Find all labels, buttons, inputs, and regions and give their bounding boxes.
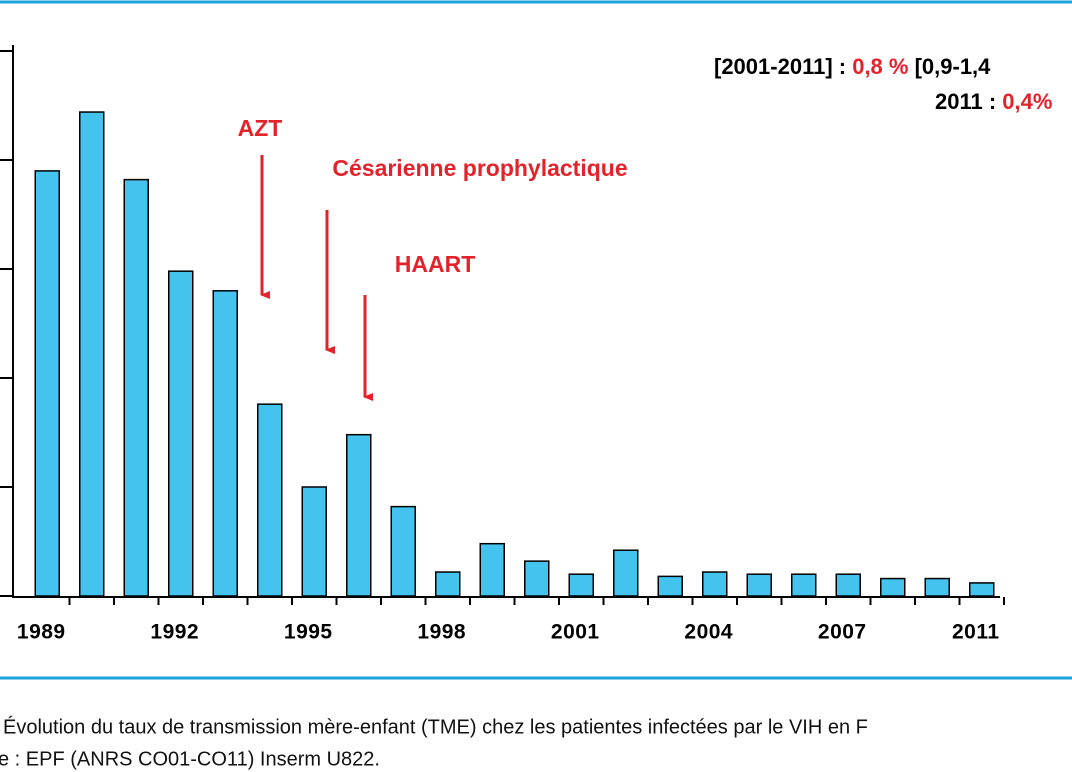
x-tick-label: 1995	[284, 621, 333, 644]
x-tick-label: 2001	[551, 621, 600, 644]
bar	[791, 573, 817, 597]
caption: Évolution du taux de transmission mère-e…	[3, 715, 868, 738]
bar	[301, 486, 327, 597]
summary-text: [0,9-1,4	[908, 54, 991, 79]
x-tick-label: 2011	[952, 621, 1000, 644]
bar	[702, 571, 728, 597]
summary-line: 2011 : 0,4%	[935, 89, 1052, 114]
summary-text: 2011 :	[935, 89, 1002, 114]
bar	[123, 178, 149, 597]
x-tick-label: 1989	[17, 621, 66, 644]
bar	[257, 403, 283, 597]
x-tick-label: 2004	[684, 621, 733, 644]
bar	[924, 577, 950, 597]
bar	[746, 573, 772, 597]
bar	[212, 290, 238, 597]
bar	[346, 433, 372, 597]
bar	[479, 542, 505, 597]
summary-line: [2001-2011] : 0,8 % [0,9-1,4	[714, 54, 991, 79]
bar	[835, 573, 861, 597]
annotation: Césarienne prophylactique	[332, 155, 627, 181]
bar	[880, 577, 906, 597]
bar	[435, 571, 461, 597]
x-tick-label: 1992	[150, 621, 199, 644]
bar	[79, 111, 105, 597]
bar	[524, 560, 550, 597]
bar	[168, 270, 194, 597]
annotation: AZT	[238, 115, 283, 141]
summary-value: 0,4%	[1002, 89, 1052, 114]
bar	[390, 505, 416, 597]
summary-value: 0,8 %	[852, 54, 908, 79]
bar	[568, 573, 594, 597]
summary-text: [2001-2011] :	[714, 54, 852, 79]
bar	[613, 549, 639, 597]
caption: e : EPF (ANRS CO01-CO11) Inserm U822.	[0, 748, 380, 770]
bar	[657, 575, 683, 597]
x-tick-label: 1998	[417, 621, 466, 644]
bar	[969, 582, 995, 597]
x-tick-label: 2007	[818, 621, 867, 644]
bar	[34, 170, 60, 597]
annotation: HAART	[395, 251, 476, 277]
